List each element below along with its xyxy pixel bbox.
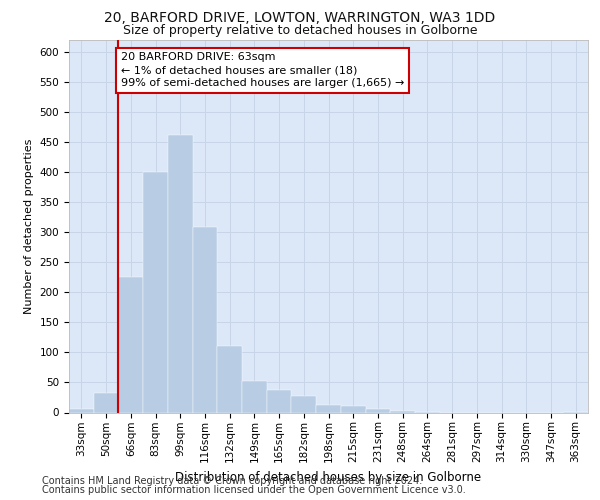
Bar bbox=[390, 410, 415, 412]
Bar bbox=[292, 396, 316, 412]
Y-axis label: Number of detached properties: Number of detached properties bbox=[24, 138, 34, 314]
Bar bbox=[193, 228, 217, 412]
Bar bbox=[242, 382, 267, 412]
Bar bbox=[168, 135, 193, 412]
Bar bbox=[143, 172, 168, 412]
Bar bbox=[316, 404, 341, 412]
Text: 20 BARFORD DRIVE: 63sqm
← 1% of detached houses are smaller (18)
99% of semi-det: 20 BARFORD DRIVE: 63sqm ← 1% of detached… bbox=[121, 52, 404, 88]
Text: 20, BARFORD DRIVE, LOWTON, WARRINGTON, WA3 1DD: 20, BARFORD DRIVE, LOWTON, WARRINGTON, W… bbox=[104, 12, 496, 26]
Bar bbox=[69, 410, 94, 412]
Bar bbox=[341, 406, 365, 412]
Bar bbox=[267, 390, 292, 412]
Bar bbox=[365, 410, 390, 412]
Text: Contains HM Land Registry data © Crown copyright and database right 2024.: Contains HM Land Registry data © Crown c… bbox=[42, 476, 422, 486]
X-axis label: Distribution of detached houses by size in Golborne: Distribution of detached houses by size … bbox=[175, 470, 482, 484]
Bar bbox=[217, 346, 242, 412]
Bar bbox=[118, 278, 143, 412]
Text: Contains public sector information licensed under the Open Government Licence v3: Contains public sector information licen… bbox=[42, 485, 466, 495]
Text: Size of property relative to detached houses in Golborne: Size of property relative to detached ho… bbox=[123, 24, 477, 37]
Bar bbox=[94, 394, 118, 412]
